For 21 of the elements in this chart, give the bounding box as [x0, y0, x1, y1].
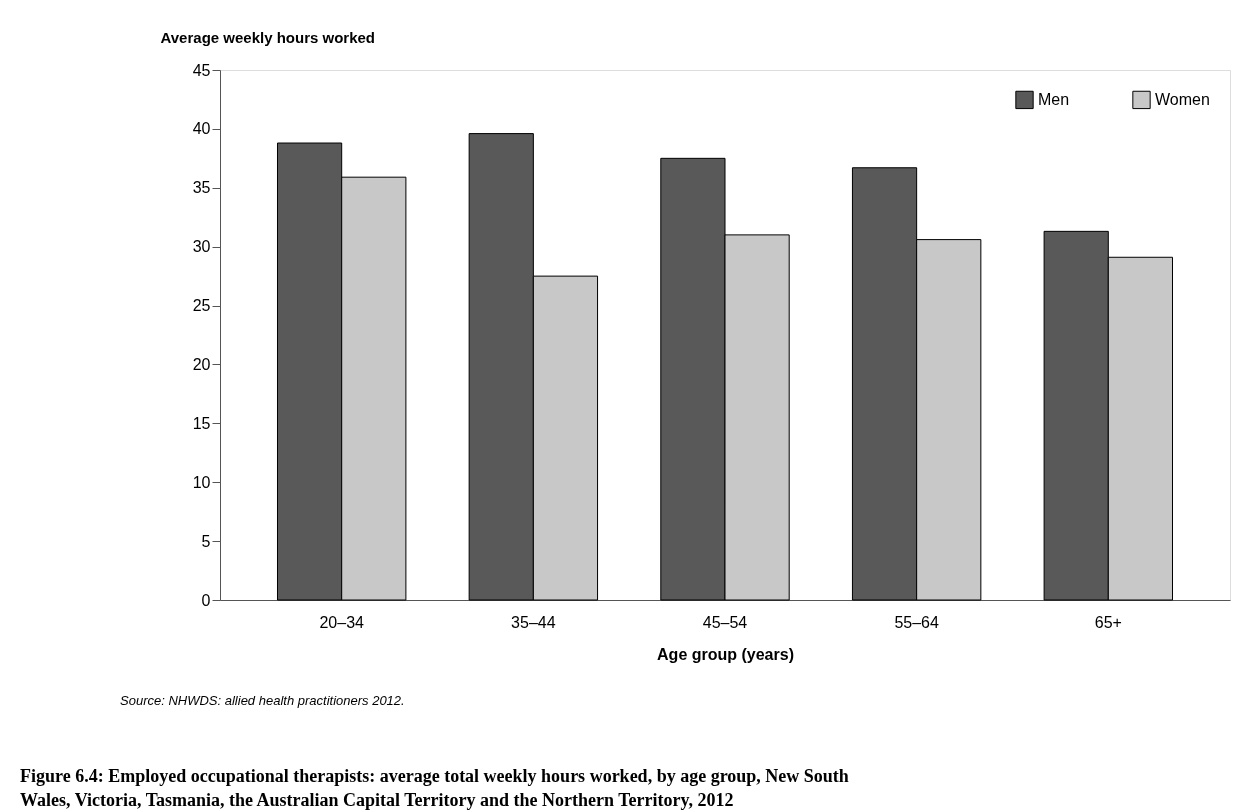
y-axis-title: Average weekly hours worked: [160, 28, 376, 46]
x-tick-label: 65+: [1094, 613, 1122, 631]
x-axis-title: Age group (years): [657, 645, 794, 663]
y-tick-label: 5: [201, 532, 211, 550]
y-tick-label: 30: [192, 238, 211, 256]
legend-label: Men: [1038, 90, 1070, 108]
y-tick-label: 40: [192, 120, 211, 138]
x-tick-label: 55–64: [894, 613, 939, 631]
y-tick-label: 25: [192, 297, 211, 315]
x-tick-label: 20–34: [319, 613, 365, 631]
source-note: Source: NHWDS: allied health practitioners 2012.: [120, 693, 405, 708]
legend-label: Women: [1155, 90, 1210, 108]
y-tick-label: 35: [192, 179, 211, 197]
y-tick-label: 20: [192, 355, 211, 373]
x-tick-label: 35–44: [511, 613, 556, 631]
y-tick-label: 15: [192, 414, 211, 432]
y-tick-label: 0: [201, 591, 211, 609]
y-tick-label: 10: [192, 473, 211, 491]
x-tick-label: 45–54: [702, 613, 748, 631]
y-tick-label: 45: [192, 61, 211, 79]
text: Figure 6.4: Employed occupational therapists: average total weekly hours worked, by age group, New South Wales, Victoria, Tasmania, the Australian Capital Territory and the Northern Territory, 2012: [20, 766, 849, 810]
